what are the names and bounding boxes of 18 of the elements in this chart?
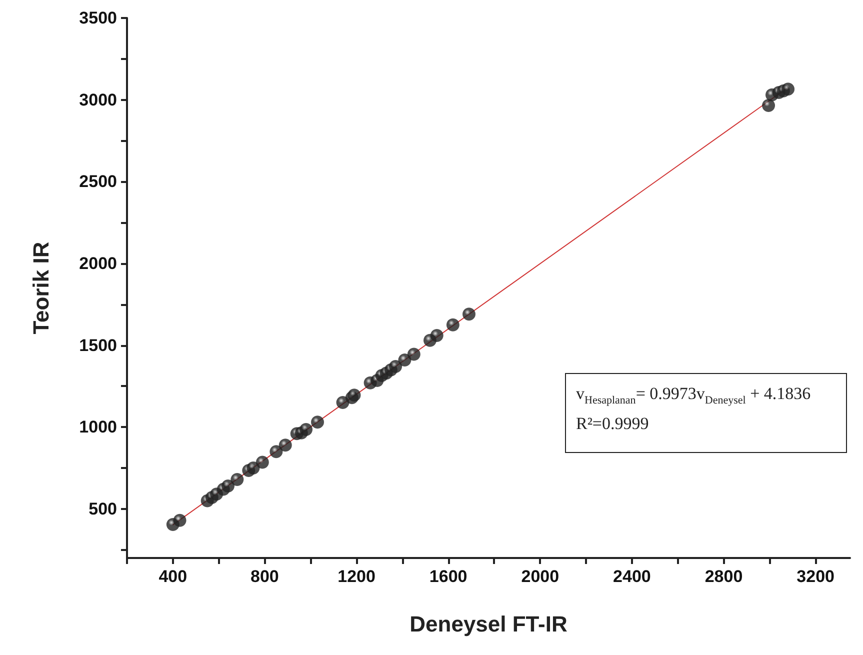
- y-axis-title: Teorik IR: [28, 242, 54, 334]
- y-tick-label: 3500: [79, 8, 117, 28]
- x-tick-label: 1200: [338, 567, 376, 586]
- x-tick-label: 2000: [521, 567, 560, 586]
- y-tick-label: 1500: [79, 336, 117, 355]
- x-tick-label: 3200: [796, 567, 834, 586]
- y-tick-label: 3000: [79, 90, 117, 110]
- x-tick-label: 1600: [429, 567, 468, 586]
- x-axis-title: Deneysel FT-IR: [410, 612, 568, 636]
- y-tick-label: 2000: [79, 254, 117, 273]
- x-tick-label: 2800: [704, 567, 743, 586]
- y-tick-label: 2500: [79, 172, 117, 192]
- x-tick-label: 400: [158, 567, 188, 586]
- y-tick-label: 1000: [79, 418, 117, 437]
- equation-box: v$_{Hesaplanan}$= 0.9973v$_{Deneysel}$ + 4.1836 R²=0.9999: [565, 373, 847, 453]
- y-tick-label: 500: [88, 499, 117, 518]
- x-tick-label: 2400: [613, 567, 651, 586]
- x-tick-label: 800: [250, 567, 279, 586]
